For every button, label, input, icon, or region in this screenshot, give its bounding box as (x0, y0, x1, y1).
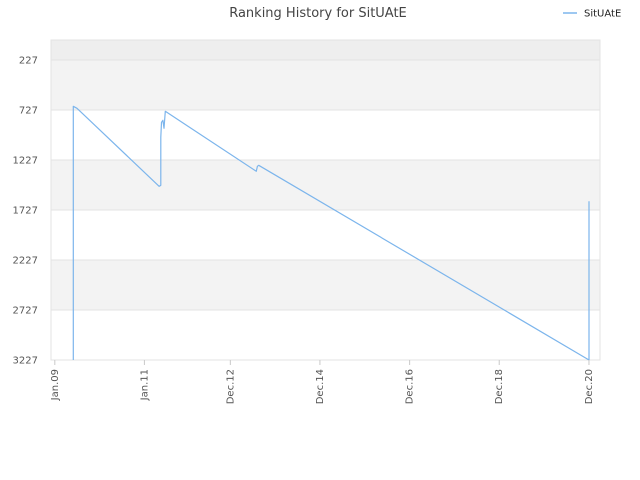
y-tick-label: 727 (19, 106, 38, 117)
plot-band (51, 60, 600, 110)
y-tick-label: 3227 (13, 356, 38, 367)
y-tick-label: 2727 (13, 306, 38, 317)
y-tick-label: 2227 (13, 256, 38, 267)
plot-band (51, 40, 600, 60)
plot-band (51, 260, 600, 310)
x-tick-label: Jan.11 (139, 369, 150, 401)
y-axis: 227 727 1227 1727 2227 2727 3227 (13, 56, 38, 367)
x-axis: Jan.09 Jan.11 Dec.12 Dec.14 Dec.16 Dec.18 Dec.… (50, 360, 595, 404)
y-tick-label: 1227 (13, 156, 38, 167)
x-tick-label: Dec.16 (405, 369, 416, 404)
plot-frame (50, 39, 601, 361)
chart-title: Ranking History for SitUAtE (229, 6, 407, 21)
series-group (72, 105, 590, 361)
legend[interactable]: SitUAtE (563, 9, 621, 20)
x-tick-label: Dec.18 (494, 369, 505, 404)
x-tick-label: Jan.09 (50, 369, 61, 401)
plot-band (51, 160, 600, 210)
plot-bands (51, 40, 600, 310)
plot-border (50, 39, 601, 361)
y-tick-label: 1727 (13, 206, 38, 217)
legend-label-situate: SitUAtE (584, 9, 621, 20)
y-tick-label: 227 (19, 56, 38, 67)
x-tick-label: Dec.14 (315, 369, 326, 404)
x-tick-label: Dec.12 (225, 369, 236, 404)
x-tick-label: Dec.20 (584, 369, 595, 404)
series-line-situate[interactable] (72, 105, 590, 361)
